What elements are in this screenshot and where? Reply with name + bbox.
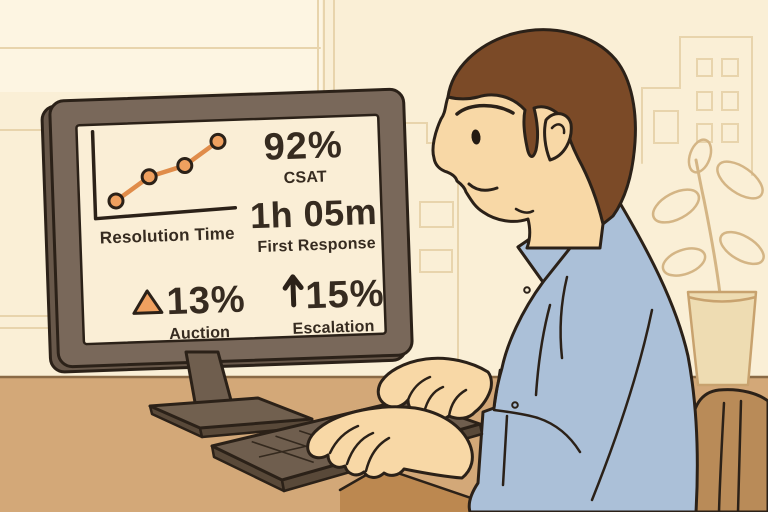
shirt-sleeve-edge [492,408,582,454]
metric-value: 1h 05m [249,191,377,236]
chair-seam [717,401,726,512]
plant-leaf [651,188,701,224]
finger-line [447,388,468,418]
cheek-line [514,207,535,214]
plant-leaf [716,160,764,200]
eyebrow [455,103,515,116]
wall-light-panel [0,0,322,92]
building-window [696,58,713,77]
plant-stem [694,158,722,296]
building-window [696,91,713,111]
arrow-up-icon [282,274,304,308]
building-window [721,123,739,143]
chart-point [140,168,158,186]
stand-base [148,396,314,430]
plant-leaf [719,230,765,266]
shirt-cuff-line [501,414,509,487]
building-outline [641,36,753,176]
shirt-back-seam [590,308,654,502]
metric-first-response: 1h 05m First Response [249,191,377,256]
metric-value: 13% [166,279,246,324]
metric-auction: 13% Auction [132,279,246,343]
chart-label: Resolution Time [99,224,235,248]
finger-line [406,375,432,402]
chart-point [107,192,125,210]
metric-label: First Response [257,235,376,256]
eye [471,129,481,145]
shirt-armhole-seam [559,275,569,360]
chair-seam [736,399,743,512]
building-window [419,201,454,228]
chart-axes [90,129,238,221]
triangle-up-icon [132,289,164,315]
hair [446,28,637,226]
hands [306,356,493,480]
metric-csat: 92% CSAT [263,124,343,187]
finger-line [328,424,360,455]
building-window [721,91,739,111]
building-window [721,58,739,77]
ear-inner-line [550,123,566,135]
plant-pot [686,290,758,387]
office-chair [688,388,768,512]
metric-label: Escalation [292,318,375,338]
shirt-cuff-line [492,368,502,411]
potted-plant [651,138,765,387]
resolution-time-chart: Resolution Time [90,129,238,248]
metric-label: Auction [169,324,231,343]
plant-leaf [661,247,707,277]
finger-line [364,436,391,473]
metric-label: CSAT [283,169,327,187]
chart-point [176,157,194,175]
monitor-stand [148,350,315,439]
metric-value: 15% [305,273,385,318]
monitor: Resolution Time 92% CSAT 1h 05m First Re… [40,87,414,374]
cuff-button [511,401,519,409]
person [431,28,699,512]
collar-button [523,286,531,294]
building-window [653,110,679,144]
metric-escalation: 15% Escalation [282,273,385,338]
chart-line [113,139,221,204]
finger-line [345,431,375,466]
plant-pot-rim [687,295,757,303]
shirt-arm-seam [534,303,552,397]
ear [543,112,573,162]
metric-value: 92% [263,124,343,169]
plant-leaf [687,138,713,174]
building-window [419,249,453,273]
smile [467,182,499,192]
chart-point [209,132,227,150]
building-window [696,123,713,143]
